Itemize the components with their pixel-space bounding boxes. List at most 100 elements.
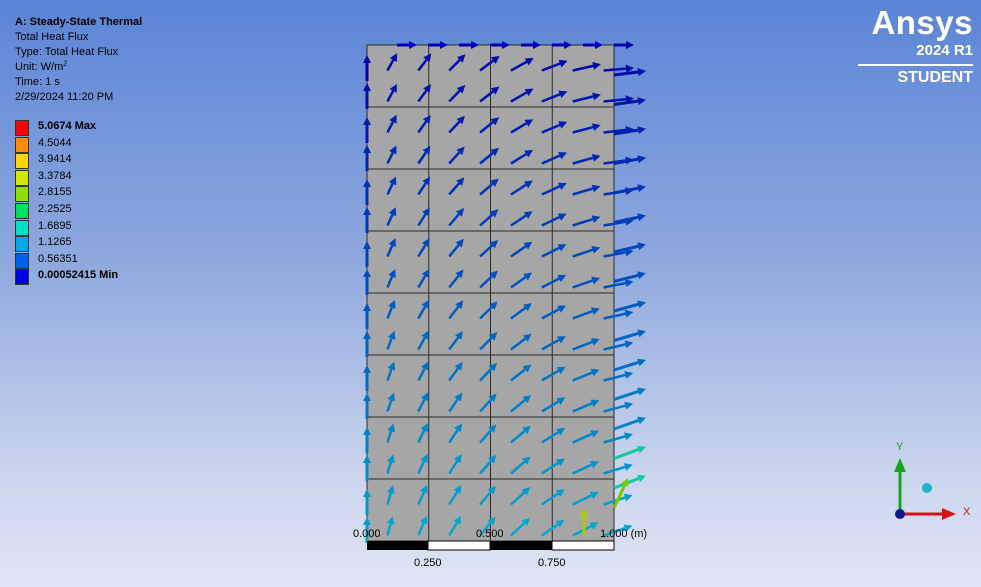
legend-swatch — [15, 153, 29, 170]
flux-arrow — [417, 145, 431, 165]
isometric-view-ball[interactable] — [922, 483, 932, 493]
flux-arrow — [510, 517, 531, 537]
flux-arrow — [386, 238, 396, 258]
flux-arrow — [613, 445, 646, 460]
flux-arrow — [386, 299, 396, 319]
flux-arrow — [510, 395, 532, 413]
flux-arrow — [541, 59, 568, 72]
flux-arrow — [448, 423, 463, 444]
legend-swatch — [15, 269, 29, 286]
flux-arrow — [613, 97, 646, 106]
legend-swatch — [15, 236, 29, 253]
flux-arrow — [363, 489, 371, 515]
flux-arrow — [603, 248, 634, 258]
flux-arrow — [613, 126, 646, 136]
heat-flux-vectors — [363, 41, 646, 543]
flux-arrow — [448, 515, 462, 537]
flux-arrow — [479, 270, 498, 289]
legend-label[interactable]: 0.56351 — [38, 252, 78, 265]
flux-arrow — [541, 152, 568, 165]
flux-arrow — [448, 177, 465, 196]
legend-label[interactable]: 5.0674 Max — [38, 120, 97, 132]
scale-seg-4 — [551, 540, 615, 551]
flux-arrow — [603, 401, 634, 413]
scale-label-1: 0.500 — [476, 528, 504, 540]
y-axis-label: Y — [896, 441, 904, 453]
flux-arrow — [386, 83, 397, 103]
flux-arrow — [613, 68, 646, 77]
flux-arrow — [386, 145, 397, 165]
flux-arrow — [510, 487, 531, 506]
legend-swatch — [15, 169, 29, 186]
legend-label[interactable]: 3.9414 — [38, 153, 72, 166]
flux-arrow — [417, 423, 428, 444]
flux-arrow — [417, 176, 431, 196]
flux-arrow — [572, 399, 600, 413]
flux-arrow — [479, 393, 497, 413]
flux-arrow — [363, 517, 371, 543]
result-date: 2/29/2024 11:20 PM — [15, 91, 114, 103]
flux-arrow — [479, 455, 497, 475]
axis-triad[interactable]: Y X — [894, 441, 971, 520]
flux-arrow — [572, 461, 599, 475]
flux-arrow — [479, 424, 497, 444]
legend-swatch — [15, 219, 29, 236]
flux-arrow — [613, 155, 646, 165]
flux-arrow — [541, 397, 566, 413]
legend-swatch — [15, 252, 29, 269]
scale-label-0: 0.000 — [353, 528, 381, 540]
flux-arrow — [603, 432, 633, 444]
scale-seg-1 — [367, 541, 428, 550]
flux-arrow — [510, 149, 534, 165]
scale-label-2: 1.000 (m) — [600, 528, 647, 540]
flux-arrow — [363, 455, 371, 481]
flux-arrow — [417, 299, 429, 320]
flux-arrow — [479, 117, 500, 134]
flux-arrow — [510, 241, 533, 258]
flux-arrow — [386, 269, 396, 288]
flux-arrow — [572, 184, 601, 196]
legend-label[interactable]: 2.2525 — [38, 203, 72, 215]
flux-arrow — [510, 180, 533, 196]
brand-version: 2024 R1 — [916, 42, 973, 59]
legend-swatch — [15, 136, 29, 153]
flux-arrow — [386, 392, 396, 412]
flux-arrow — [448, 146, 465, 165]
brand-edition: STUDENT — [897, 69, 973, 86]
flux-arrow — [510, 88, 534, 103]
legend-swatch — [15, 186, 29, 203]
flux-arrow — [541, 489, 565, 506]
flux-arrow — [541, 458, 565, 475]
legend-label[interactable]: 3.3784 — [38, 169, 72, 182]
flux-arrow — [417, 238, 430, 258]
flux-arrow — [614, 41, 634, 49]
flux-arrow — [541, 90, 568, 103]
legend-label[interactable]: 2.8155 — [38, 186, 72, 199]
flux-arrow — [428, 41, 448, 49]
flux-arrow — [448, 361, 463, 382]
brand-divider — [858, 64, 973, 66]
legend-label[interactable]: 4.5044 — [38, 136, 72, 149]
mesh-model[interactable] — [366, 44, 615, 542]
scale-label-3: 0.250 — [414, 557, 442, 569]
flux-arrow — [363, 393, 371, 419]
flux-arrow — [603, 463, 633, 475]
flux-arrow — [363, 241, 371, 267]
flux-arrow — [613, 271, 646, 283]
legend-label[interactable]: 1.6895 — [38, 219, 72, 232]
flux-arrow — [386, 176, 397, 196]
flux-arrow — [572, 154, 601, 165]
flux-arrow — [363, 427, 371, 453]
ansys-logo: Ansys 2024 R1 STUDENT — [858, 4, 973, 87]
flux-arrow — [386, 114, 397, 134]
flux-arrow — [603, 524, 633, 537]
legend-label[interactable]: 1.1265 — [38, 236, 72, 249]
flux-arrow — [572, 123, 601, 134]
triad-origin — [895, 509, 905, 519]
flux-arrow — [386, 485, 395, 505]
legend-label[interactable]: 0.00052415 Min — [38, 269, 119, 282]
flux-arrow — [572, 246, 601, 258]
x-axis-label: X — [963, 506, 971, 518]
flux-arrow — [572, 430, 600, 444]
